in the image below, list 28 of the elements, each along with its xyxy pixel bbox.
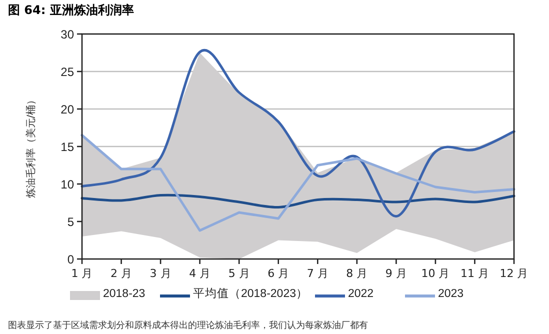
chart-title: 图 64: 亚洲炼油利润率	[8, 3, 134, 17]
x-tick-label: 8 月	[346, 267, 368, 280]
text: 图表显示了基于区域需求划分和原料成本得出的理论炼油毛利率，我们认为每家炼油厂都有	[8, 320, 368, 331]
x-tick-label: 4 月	[189, 267, 211, 280]
y-axis-title: 炼油毛利率（美元/桶）	[25, 94, 37, 198]
y-tick-label: 30	[60, 28, 74, 42]
legend-label: 2022	[348, 288, 374, 300]
legend-label: 2018-23	[103, 288, 146, 300]
x-tick-label: 12 月	[500, 267, 528, 280]
y-tick-label: 20	[60, 102, 74, 116]
x-tick-label: 10 月	[421, 267, 450, 280]
x-tick-label: 1 月	[71, 267, 93, 280]
x-tick-label: 2 月	[110, 267, 132, 280]
x-tick-label: 11 月	[460, 267, 489, 280]
x-tick-label: 5 月	[228, 267, 250, 280]
y-tick-label: 15	[60, 140, 74, 154]
x-tick-label: 6 月	[268, 267, 290, 280]
y-tick-label: 0	[67, 252, 74, 266]
legend-label: 平均值（2018-2023）	[193, 287, 309, 302]
y-tick-label: 10	[60, 178, 74, 192]
y-tick-label: 25	[60, 65, 74, 79]
line-series	[80, 134, 516, 232]
x-tick-label: 3 月	[150, 267, 172, 280]
line-series	[80, 194, 516, 208]
legend-label: 2023	[438, 287, 465, 302]
y-tick-label: 5	[67, 215, 74, 229]
x-tick-label: 9 月	[385, 267, 407, 280]
x-tick-label: 7 月	[306, 267, 328, 280]
